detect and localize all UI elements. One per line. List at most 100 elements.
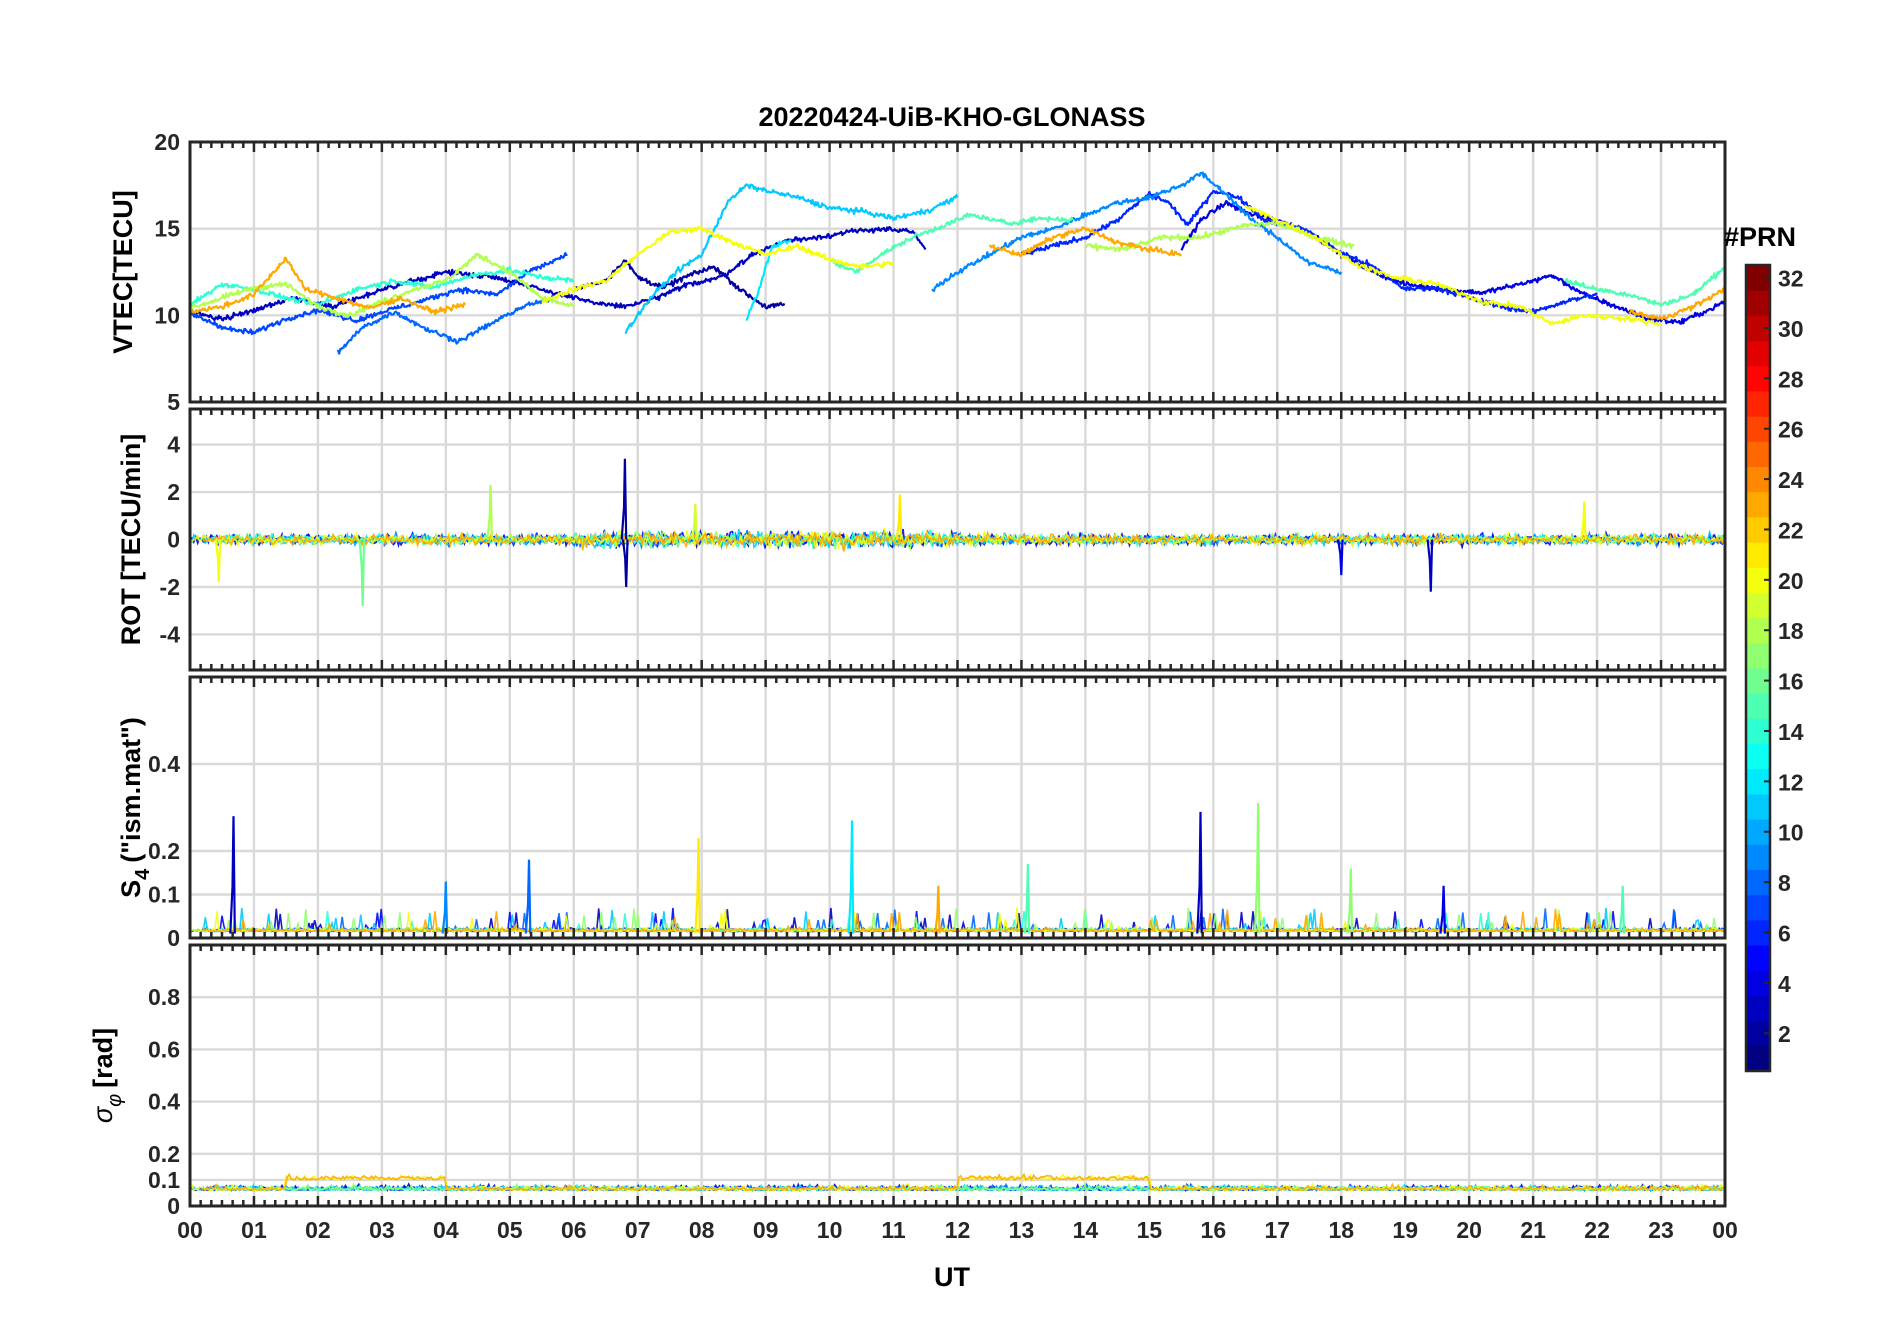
x-tick-label: 10	[817, 1217, 843, 1243]
series-prn-8	[336, 294, 556, 355]
x-tick-label: 08	[689, 1217, 715, 1243]
x-tick-label: 23	[1648, 1217, 1674, 1243]
y-label-rest: ("ism.mat")	[116, 717, 146, 863]
series-prn-20	[1244, 204, 1662, 327]
ticks-s4	[188, 677, 1727, 938]
x-tick-label: 21	[1520, 1217, 1546, 1243]
y-label-sub: φ	[104, 1094, 126, 1107]
x-tick-label: 07	[625, 1217, 651, 1243]
spike-prn-19	[691, 503, 698, 540]
colorbar-tick-label: 24	[1778, 467, 1804, 493]
series-prn-11	[624, 183, 959, 334]
colorbar-swatch	[1746, 340, 1770, 367]
x-tick-label: 16	[1201, 1217, 1227, 1243]
y-tick-label: 0.4	[148, 1089, 180, 1115]
spike-prn-20	[214, 539, 222, 583]
series-prn-12	[745, 239, 792, 322]
x-tick-label: 13	[1009, 1217, 1035, 1243]
grid-vtec	[190, 142, 1725, 402]
colorbar-tick-label: 2	[1778, 1021, 1791, 1047]
ticks-sigma	[188, 945, 1727, 1206]
series-prn-23	[1628, 287, 1725, 321]
colorbar-tick-label: 12	[1778, 769, 1804, 795]
spike-prn-15	[1023, 863, 1031, 934]
colorbar-swatch	[1746, 592, 1770, 619]
colorbar-swatch	[1746, 894, 1770, 921]
y-axis-label-s4: S4 ("ism.mat")	[116, 717, 154, 898]
x-tick-label: 01	[241, 1217, 267, 1243]
spike-prn-3	[1426, 539, 1434, 592]
spike-prn-17	[1253, 803, 1261, 934]
series-prn-20	[541, 225, 895, 304]
colorbar-swatch	[1746, 642, 1770, 669]
y-label-main: σ	[88, 1105, 118, 1123]
spike-prn-12	[847, 820, 855, 934]
x-axis-label: UT	[934, 1262, 970, 1292]
spike-prn-2	[621, 539, 629, 588]
y-tick-label: 0.4	[148, 751, 180, 777]
y-axis-label-vtec: VTEC[TECU]	[108, 190, 138, 354]
y-tick-label: 2	[167, 479, 180, 505]
y-tick-label: 0	[167, 1193, 180, 1219]
data-vtec	[190, 171, 1725, 355]
colorbar-tick-label: 20	[1778, 568, 1804, 594]
data-rot	[190, 458, 1725, 606]
y-tick-label: 0.1	[148, 1167, 180, 1193]
x-tick-label: 17	[1264, 1217, 1290, 1243]
colorbar-tick-label: 10	[1778, 820, 1804, 846]
series-prn-18	[190, 252, 575, 319]
colorbar-tick-label: 4	[1778, 971, 1791, 997]
series-prn-6	[1020, 189, 1598, 315]
colorbar-swatch	[1746, 542, 1770, 568]
spike-prn-20	[1580, 501, 1587, 540]
trace-prn-23	[202, 908, 1725, 934]
data-sigma	[190, 1172, 1725, 1193]
x-tick-label: 03	[369, 1217, 395, 1243]
colorbar-swatch	[1746, 743, 1770, 770]
spike-prn-21	[895, 494, 903, 540]
colorbar-swatch	[1746, 995, 1770, 1022]
series-prn-9	[931, 171, 1343, 292]
series-prn-18	[1084, 220, 1355, 253]
colorbar-tick-label: 16	[1778, 669, 1804, 695]
grid-s4	[190, 677, 1725, 938]
colorbar-swatch	[1746, 844, 1770, 870]
y-label-main: S	[116, 880, 146, 898]
spike-prn-3	[1196, 811, 1203, 934]
colorbar-tick-label: 30	[1778, 316, 1804, 342]
colorbar-swatch	[1746, 441, 1770, 467]
y-tick-label: 0	[167, 527, 180, 553]
spike-prn-18	[486, 484, 493, 540]
y-tick-label: -2	[160, 574, 180, 600]
ticks-vtec	[188, 142, 1727, 402]
trace-prn-23	[202, 529, 1725, 552]
x-tick-label: 05	[497, 1217, 523, 1243]
x-tick-label: 00	[1712, 1217, 1738, 1243]
y-tick-label: 0.2	[148, 1141, 180, 1167]
colorbar-swatch	[1746, 390, 1770, 417]
spike-prn-2	[620, 458, 628, 540]
spike-prn-15	[1618, 885, 1625, 934]
x-tick-label: 06	[561, 1217, 587, 1243]
series-prn-15	[829, 212, 1074, 274]
y-tick-label: 0.8	[148, 984, 180, 1010]
spike-prn-8	[524, 859, 532, 934]
trace-prn-23	[202, 1172, 1725, 1193]
panel-sigma: 00.10.2 0.4 0.6 0.8 σφ [rad]	[88, 943, 1727, 1219]
y-tick-label: 10	[154, 302, 180, 328]
spike-prn-3	[229, 816, 236, 934]
y-label-rest: [rad]	[88, 1028, 118, 1088]
series-prn-7	[190, 252, 568, 336]
colorbar-tick-label: 22	[1778, 517, 1804, 543]
x-tick-label: 12	[945, 1217, 971, 1243]
y-tick-label: -4	[160, 621, 181, 647]
x-tick-label: 18	[1328, 1217, 1354, 1243]
spike-prn-21	[694, 837, 701, 934]
colorbar-swatch	[1746, 1045, 1770, 1072]
y-label-sub: 4	[132, 868, 154, 880]
y-tick-label: 0	[167, 925, 180, 951]
x-tick-label: 02	[305, 1217, 331, 1243]
panel-s4: 0 0.1 0.2 0.4 S4 ("ism.mat")	[116, 675, 1727, 951]
